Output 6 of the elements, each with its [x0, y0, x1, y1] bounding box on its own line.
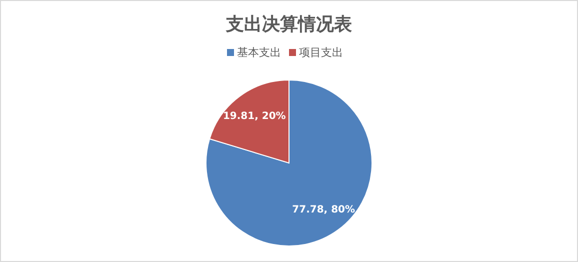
legend-label: 项目支出 [299, 46, 343, 60]
pie-slice [206, 80, 372, 246]
chart-title: 支出决算情况表 [225, 14, 352, 35]
data-label: 19.81, 20% [222, 111, 286, 122]
data-label: 77.78, 80% [292, 204, 356, 216]
legend-label: 基本支出 [237, 46, 281, 60]
